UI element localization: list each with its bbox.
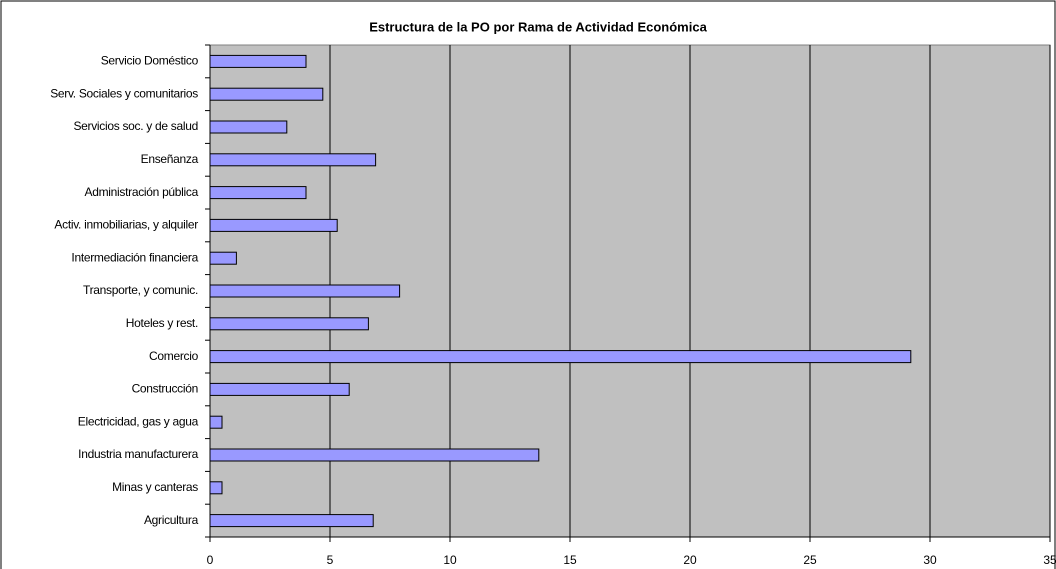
- y-tick-label: Servicio Doméstico: [101, 54, 199, 68]
- bar: [209, 251, 237, 265]
- x-tick-label: 25: [803, 553, 817, 567]
- y-tick-label: Minas y canteras: [112, 480, 198, 494]
- y-tick-label: Construcción: [132, 382, 198, 396]
- y-tick-label: Comercio: [149, 349, 199, 363]
- y-tick-label: Hoteles y rest.: [126, 316, 198, 330]
- bar: [209, 481, 223, 495]
- y-tick-label: Intermediación financiera: [71, 250, 198, 264]
- bar: [209, 415, 223, 429]
- bar: [209, 284, 401, 298]
- y-tick-label: Serv. Sociales y comunitarios: [50, 86, 198, 100]
- bar: [209, 350, 912, 364]
- x-tick-label: 5: [327, 553, 334, 567]
- bar: [209, 514, 374, 528]
- x-tick-label: 0: [207, 553, 214, 567]
- x-tick-label: 10: [443, 553, 457, 567]
- bar: [209, 153, 377, 167]
- y-tick-label: Administración pública: [85, 185, 199, 199]
- y-tick-label: Transporte, y comunic.: [83, 283, 198, 297]
- bar: [209, 186, 307, 200]
- y-tick-label: Activ. inmobiliarias, y alquiler: [54, 218, 198, 232]
- y-tick-label: Industria manufacturera: [78, 447, 198, 461]
- bar: [209, 382, 350, 396]
- x-tick-label: 15: [563, 553, 577, 567]
- x-tick-label: 30: [923, 553, 937, 567]
- bar: [209, 87, 324, 101]
- bar: [209, 218, 338, 232]
- bar: [209, 54, 307, 68]
- y-tick-label: Electricidad, gas y agua: [78, 414, 199, 428]
- y-tick-label: Servicios soc. y de salud: [73, 119, 198, 133]
- x-tick-label: 35: [1043, 553, 1056, 567]
- x-tick-label: 20: [683, 553, 697, 567]
- y-tick-label: Enseñanza: [141, 152, 199, 166]
- chart-title: Estructura de la PO por Rama de Activida…: [369, 19, 707, 34]
- bar: [209, 317, 369, 331]
- bar: [209, 448, 540, 462]
- y-tick-label: Agricultura: [144, 513, 199, 527]
- bar: [209, 120, 288, 134]
